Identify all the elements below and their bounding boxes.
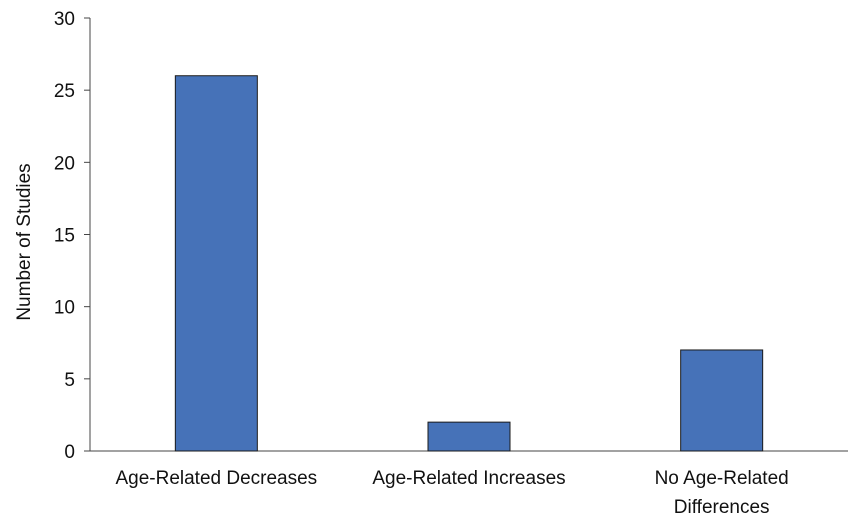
x-category-label: No Age-Related Differences <box>655 468 789 518</box>
y-tick-label: 0 <box>64 442 75 463</box>
x-category-label-line: Age-Related Increases <box>372 468 565 489</box>
x-category-label-line: Differences <box>674 497 770 518</box>
x-category-label: Age-Related Increases <box>372 468 565 489</box>
y-axis-title-group: Number of Studies <box>14 163 35 320</box>
y-tick-label: 30 <box>54 9 75 30</box>
bars <box>174 75 764 452</box>
y-tick-label: 25 <box>54 81 75 102</box>
x-category-label-line: Age-Related Decreases <box>115 468 317 489</box>
x-category-labels: Age-Related Decreases Age-Related Increas… <box>115 468 788 518</box>
bar <box>427 421 511 452</box>
y-axis-title: Number of Studies <box>14 163 35 320</box>
x-category-label: Age-Related Decreases <box>115 468 317 489</box>
bar <box>174 75 258 452</box>
y-tick-label: 5 <box>64 370 75 391</box>
x-category-label-line: No Age-Related <box>655 468 789 489</box>
y-tick-label: 15 <box>54 226 75 247</box>
y-tick-labels: 0 5 10 15 20 25 30 <box>54 9 90 463</box>
y-tick-label: 20 <box>54 153 75 174</box>
y-tick-label: 10 <box>54 298 75 319</box>
bar <box>680 349 764 452</box>
